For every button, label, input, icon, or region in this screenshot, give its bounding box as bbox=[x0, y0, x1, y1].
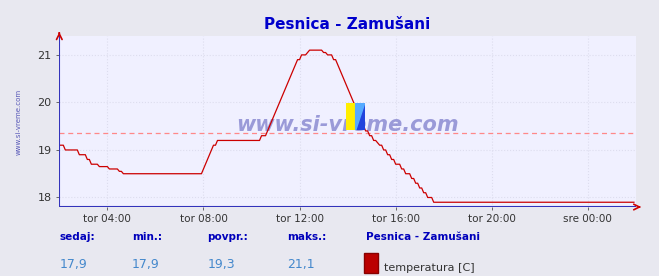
Text: maks.:: maks.: bbox=[287, 232, 326, 242]
Text: min.:: min.: bbox=[132, 232, 162, 242]
Text: www.si-vreme.com: www.si-vreme.com bbox=[237, 115, 459, 135]
Bar bbox=[347, 103, 356, 131]
Text: 17,9: 17,9 bbox=[132, 258, 159, 271]
Text: 21,1: 21,1 bbox=[287, 258, 314, 271]
Text: temperatura [C]: temperatura [C] bbox=[384, 263, 474, 273]
Bar bbox=[356, 103, 365, 131]
Text: Pesnica - Zamušani: Pesnica - Zamušani bbox=[366, 232, 480, 242]
Title: Pesnica - Zamušani: Pesnica - Zamušani bbox=[264, 17, 431, 32]
Text: www.si-vreme.com: www.si-vreme.com bbox=[16, 88, 22, 155]
Text: sedaj:: sedaj: bbox=[59, 232, 95, 242]
Polygon shape bbox=[356, 103, 365, 131]
Text: 19,3: 19,3 bbox=[208, 258, 235, 271]
Text: 17,9: 17,9 bbox=[59, 258, 87, 271]
Text: povpr.:: povpr.: bbox=[208, 232, 248, 242]
